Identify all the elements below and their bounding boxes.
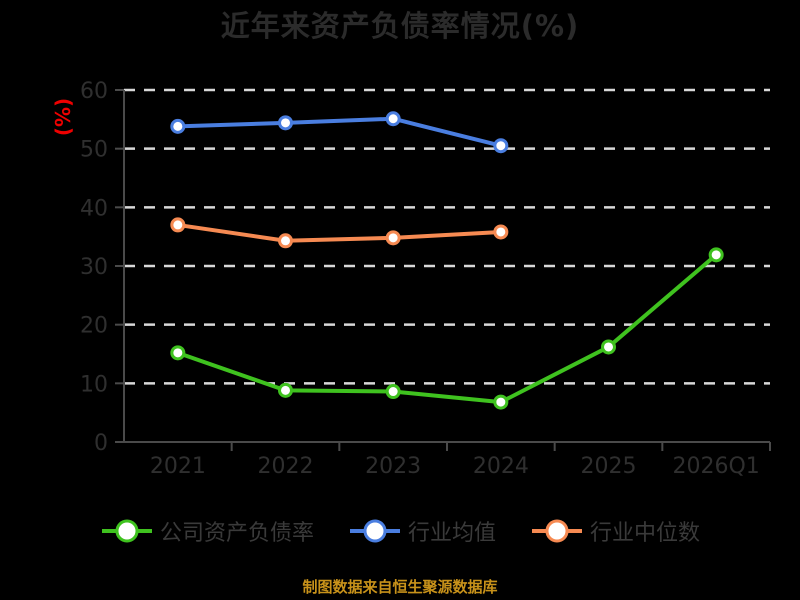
data-point-marker[interactable] <box>170 345 186 361</box>
data-point-marker[interactable] <box>493 394 509 410</box>
chart-legend: 公司资产负债率 行业均值 行业中位数 <box>0 515 800 547</box>
x-tick-label: 2026Q1 <box>673 454 760 479</box>
series-lines <box>175 116 719 405</box>
legend-marker-blue-icon <box>349 519 400 543</box>
data-point-marker[interactable] <box>278 115 293 131</box>
x-tick-label: 2021 <box>150 454 206 479</box>
chart-title: 近年来资产负债率情况(%) <box>220 9 580 43</box>
y-tick-label: 0 <box>94 431 108 456</box>
data-point-marker[interactable] <box>278 382 293 398</box>
y-tick-label: 30 <box>80 255 108 280</box>
legend-marker-orange-icon <box>532 519 582 543</box>
y-axis-ticks: 0 10 20 30 40 50 60 <box>80 79 124 456</box>
data-point-marker[interactable] <box>170 118 186 134</box>
y-tick-label: 50 <box>80 138 108 163</box>
gridlines <box>124 88 770 385</box>
data-point-marker[interactable] <box>278 233 293 249</box>
watermark-text: 制图数据来自恒生聚源数据库 <box>302 578 498 596</box>
data-point-marker[interactable] <box>708 247 724 263</box>
x-tick-label: 2024 <box>473 454 529 479</box>
data-point-marker[interactable] <box>385 111 401 127</box>
x-axis-ticks: 2021 2022 2023 2024 2025 2026Q1 <box>150 442 771 479</box>
data-point-marker[interactable] <box>493 224 509 240</box>
legend-item-company[interactable]: 公司资产负债率 <box>100 515 314 547</box>
legend-label-industry-mean: 行业均值 <box>407 521 496 546</box>
legend-marker-green-icon <box>101 519 152 543</box>
series-line <box>175 252 719 405</box>
series-line <box>175 116 503 148</box>
series-markers <box>170 111 724 410</box>
data-point-marker[interactable] <box>170 217 186 233</box>
legend-item-industry-mean[interactable]: 行业均值 <box>348 515 496 547</box>
legend-item-industry-median[interactable]: 行业中位数 <box>530 515 700 547</box>
series-line <box>175 222 503 243</box>
legend-label-industry-median: 行业中位数 <box>590 521 701 546</box>
y-tick-label: 40 <box>80 196 108 221</box>
y-tick-label: 10 <box>80 372 108 397</box>
data-point-marker[interactable] <box>385 384 401 400</box>
data-point-marker[interactable] <box>493 138 509 154</box>
data-point-marker[interactable] <box>385 230 401 246</box>
x-tick-label: 2025 <box>581 454 637 479</box>
x-tick-label: 2022 <box>258 454 314 479</box>
legend-label-company: 公司资产负债率 <box>159 521 314 546</box>
data-point-marker[interactable] <box>601 339 616 355</box>
y-tick-label: 60 <box>80 79 108 104</box>
y-tick-label: 20 <box>80 314 108 339</box>
x-tick-label: 2023 <box>365 454 421 479</box>
